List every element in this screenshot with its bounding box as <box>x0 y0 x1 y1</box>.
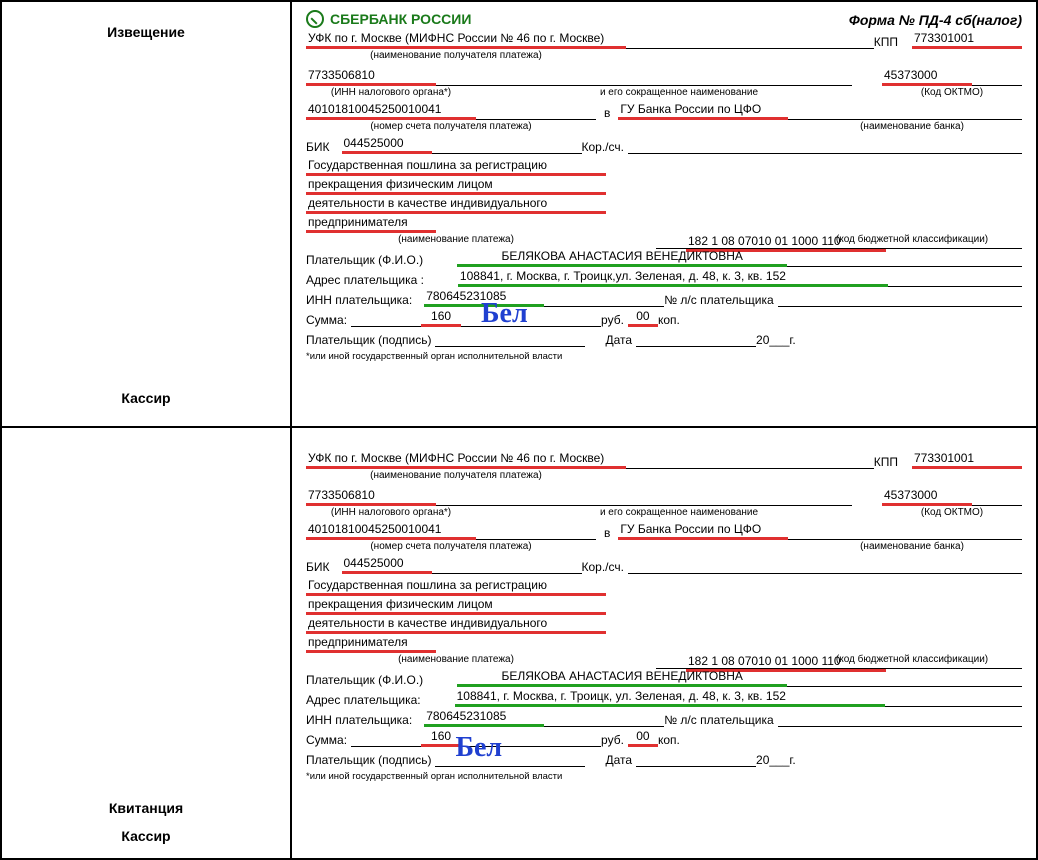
recipient-field-2: УФК по г. Москве (МИФНС России № 46 по г… <box>306 450 626 469</box>
bik-value-2: 044525000 <box>342 555 432 574</box>
date-label-2: Дата <box>605 753 636 767</box>
notice-body: СБЕРБАНК РОССИИ Форма № ПД-4 сб(налог) У… <box>292 2 1036 426</box>
bik-value: 044525000 <box>342 135 432 154</box>
payment-desc-3: деятельности в качестве индивидуального <box>306 195 606 214</box>
kpp-value: 773301001 <box>912 30 1022 49</box>
year-label-2: 20___г. <box>756 753 800 767</box>
bik-label: БИК <box>306 140 334 154</box>
cashier-label: Кассир <box>2 390 290 406</box>
payer-name-2: БЕЛЯКОВА АНАСТАСИЯ ВЕНЕДИКТОВНА <box>457 668 787 687</box>
payment-desc-2b: прекращения физическим лицом <box>306 596 606 615</box>
payer-addr: 108841, г. Москва, г. Троицк,ул. Зеленая… <box>458 268 888 287</box>
summa-label: Сумма: <box>306 313 351 327</box>
cashier-label-2: Кассир <box>2 828 290 844</box>
kpp-label-2: КПП <box>874 455 902 469</box>
bank-logo-text: СБЕРБАНК РОССИИ <box>330 11 471 27</box>
inn-between: и его сокращенное наименование <box>476 87 882 98</box>
bank-value: ГУ Банка России по ЦФО <box>618 101 788 120</box>
payment-desc-4: предпринимателя <box>306 214 436 233</box>
bik-label-2: БИК <box>306 560 334 574</box>
payment-desc-1b: Государственная пошлина за регистрацию <box>306 577 606 596</box>
recipient-field: УФК по г. Москве (МИФНС России № 46 по г… <box>306 30 626 49</box>
payment-desc-1: Государственная пошлина за регистрацию <box>306 157 606 176</box>
recipient-caption: (наименование получателя платежа) <box>306 50 606 61</box>
oktmo-caption-2: (Код ОКТМО) <box>882 507 1022 518</box>
payment-caption-2: (наименование платежа) <box>306 654 606 665</box>
bank-caption: (наименование банка) <box>802 121 1022 132</box>
payer-fio-label-2: Плательщик (Ф.И.О.) <box>306 673 427 687</box>
oktmo-value-2: 45373000 <box>882 487 972 506</box>
notice-section: Извещение Кассир СБЕРБАНК РОССИИ Форма №… <box>2 2 1036 428</box>
sberbank-icon <box>306 10 324 28</box>
payer-name: БЕЛЯКОВА АНАСТАСИЯ ВЕНЕДИКТОВНА <box>457 248 787 267</box>
oktmo-value: 45373000 <box>882 67 972 86</box>
sum-kop: 00 <box>628 308 658 327</box>
account-caption-2: (номер счета получателя платежа) <box>306 541 596 552</box>
inn-value: 7733506810 <box>306 67 436 86</box>
date-label: Дата <box>605 333 636 347</box>
signature-1: Бел <box>481 303 528 325</box>
payer-addr-label-2: Адрес плательщика: <box>306 693 425 707</box>
kop-label: коп. <box>658 313 684 327</box>
recipient-caption-2: (наименование получателя платежа) <box>306 470 606 481</box>
account-value-2: 40101810045250010041 <box>306 521 476 540</box>
payer-sign-label-2: Плательщик (подпись) <box>306 753 435 767</box>
year-label: 20___г. <box>756 333 800 347</box>
receipt-left: Квитанция Кассир <box>2 428 292 858</box>
inn-caption: (ИНН налогового органа*) <box>306 87 476 98</box>
payer-addr-label: Адрес плательщика : <box>306 273 428 287</box>
kpp-value-2: 773301001 <box>912 450 1022 469</box>
payer-sign-label: Плательщик (подпись) <box>306 333 435 347</box>
footnote-2: *или иной государственный орган исполнит… <box>306 771 1022 782</box>
payment-desc-4b: предпринимателя <box>306 634 436 653</box>
notice-title: Извещение <box>2 24 290 40</box>
payer-inn-2: 780645231085 <box>424 708 544 727</box>
oktmo-caption: (Код ОКТМО) <box>882 87 1022 98</box>
kor-label-2: Кор./сч. <box>582 560 628 574</box>
summa-label-2: Сумма: <box>306 733 351 747</box>
rub-label: руб. <box>601 313 628 327</box>
payer-inn-label: ИНН плательщика: <box>306 293 416 307</box>
ls-label-2: № л/с плательщика <box>664 713 777 727</box>
v-label: в <box>596 106 618 120</box>
payment-caption: (наименование платежа) <box>306 234 606 245</box>
sberbank-logo: СБЕРБАНК РОССИИ <box>306 10 471 28</box>
sum-kop-2: 00 <box>628 728 658 747</box>
bank-caption-2: (наименование банка) <box>802 541 1022 552</box>
signature-2: Бел <box>455 737 502 759</box>
inn-between-2: и его сокращенное наименование <box>476 507 882 518</box>
receipt-title: Квитанция <box>2 800 290 816</box>
payment-desc-3b: деятельности в качестве индивидуального <box>306 615 606 634</box>
form-number: Форма № ПД-4 сб(налог) <box>849 12 1022 28</box>
payer-fio-label: Плательщик (Ф.И.О.) <box>306 253 427 267</box>
kpp-label: КПП <box>874 35 902 49</box>
kor-label: Кор./сч. <box>582 140 628 154</box>
kop-label-2: коп. <box>658 733 684 747</box>
rub-label-2: руб. <box>601 733 628 747</box>
payment-form: Извещение Кассир СБЕРБАНК РОССИИ Форма №… <box>0 0 1038 860</box>
ls-label: № л/с плательщика <box>664 293 777 307</box>
inn-value-2: 7733506810 <box>306 487 436 506</box>
inn-caption-2: (ИНН налогового органа*) <box>306 507 476 518</box>
notice-left: Извещение Кассир <box>2 2 292 426</box>
receipt-section: Квитанция Кассир УФК по г. Москве (МИФНС… <box>2 428 1036 858</box>
receipt-body: УФК по г. Москве (МИФНС России № 46 по г… <box>292 428 1036 858</box>
account-value: 40101810045250010041 <box>306 101 476 120</box>
payer-inn-label-2: ИНН плательщика: <box>306 713 416 727</box>
footnote-1: *или иной государственный орган исполнит… <box>306 351 1022 362</box>
account-caption: (номер счета получателя платежа) <box>306 121 596 132</box>
payer-addr-2: 108841, г. Москва, г. Троицк, ул. Зелена… <box>455 688 885 707</box>
payment-desc-2: прекращения физическим лицом <box>306 176 606 195</box>
bank-value-2: ГУ Банка России по ЦФО <box>618 521 788 540</box>
sum-rub: 160 <box>421 308 461 327</box>
v-label-2: в <box>596 526 618 540</box>
